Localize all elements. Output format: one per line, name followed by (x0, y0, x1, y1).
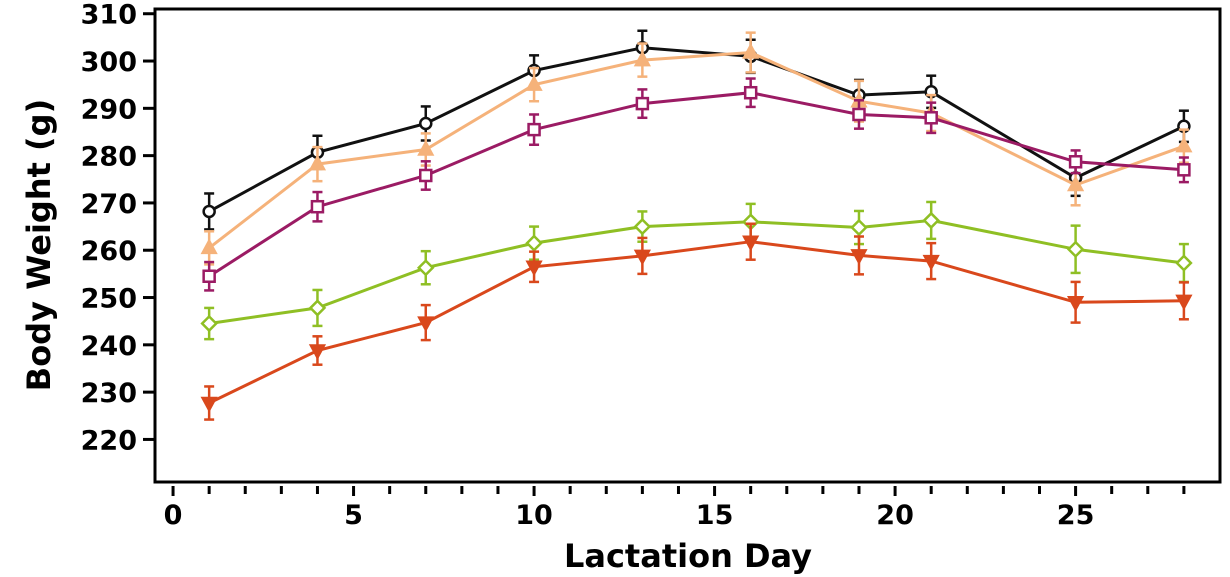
series-line (208, 46, 1185, 213)
data-point (850, 249, 868, 266)
data-point (419, 116, 433, 131)
data-point (633, 217, 652, 236)
y-axis-title: Body Weight (g) (20, 99, 58, 391)
x-tick-label: 5 (344, 500, 363, 531)
data-point (1177, 163, 1191, 177)
y-tick-label: 280 (81, 142, 137, 173)
data-point (1175, 254, 1193, 272)
y-axis: 220 230 240 250 260 270 280 290 300 310 (81, 0, 155, 456)
data-point (308, 299, 327, 317)
y-tick-label: 300 (81, 47, 137, 78)
y-tick-label: 230 (81, 378, 137, 409)
y-tick-label: 220 (81, 425, 137, 456)
data-point (200, 396, 218, 413)
data-point (1066, 296, 1085, 312)
series-3 (200, 200, 1193, 341)
series-line (208, 91, 1185, 278)
x-tick-label: 0 (164, 500, 183, 531)
x-tick-label: 20 (876, 500, 914, 531)
y-tick-label: 270 (81, 189, 137, 220)
data-point (416, 258, 435, 277)
data-point (635, 96, 650, 111)
data-point (1068, 155, 1083, 169)
data-point (417, 316, 435, 333)
y-tick-label: 290 (81, 94, 137, 125)
data-point (742, 235, 760, 252)
series-line (208, 218, 1185, 325)
data-point (419, 168, 433, 183)
x-axis-title: Lactation Day (564, 537, 812, 575)
plot-area (153, 7, 1222, 484)
data-point (308, 344, 327, 361)
data-point (850, 218, 868, 237)
data-point (1066, 240, 1085, 259)
series-line (208, 50, 1185, 250)
data-point (922, 254, 940, 271)
x-axis: 0 5 10 15 20 25 (164, 486, 1186, 531)
y-tick-label: 260 (81, 236, 137, 267)
data-point (742, 42, 760, 59)
data-point (525, 260, 543, 277)
data-point (633, 50, 651, 67)
data-point (1066, 175, 1085, 192)
series-4 (200, 222, 1193, 421)
data-point (310, 199, 325, 214)
series-line (208, 240, 1184, 405)
y-tick-label: 240 (81, 331, 137, 362)
y-tick-label: 250 (81, 284, 137, 315)
data-point (527, 122, 541, 137)
x-tick-label: 25 (1057, 500, 1095, 531)
data-point (525, 234, 543, 252)
data-point (1175, 294, 1193, 311)
data-point (743, 85, 758, 100)
y-tick-label: 310 (81, 0, 137, 31)
data-point (525, 75, 543, 91)
data-point (308, 154, 327, 171)
data-point (200, 238, 218, 255)
data-point (202, 204, 216, 219)
data-point (200, 314, 218, 333)
data-point (417, 139, 435, 156)
series-layer (200, 29, 1193, 421)
series-2 (202, 77, 1191, 292)
data-point (852, 107, 866, 122)
x-tick-label: 10 (515, 500, 553, 531)
data-point (202, 269, 216, 283)
data-point (922, 211, 940, 230)
x-tick-label: 15 (696, 500, 734, 531)
data-point (924, 111, 938, 125)
data-point (1175, 136, 1193, 153)
data-point (633, 249, 651, 266)
